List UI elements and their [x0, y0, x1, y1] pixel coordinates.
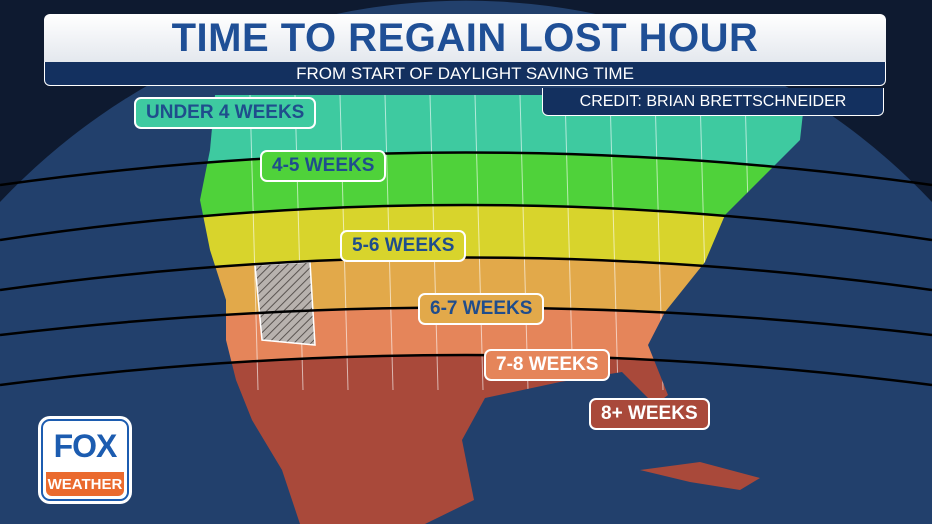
zone-band [200, 152, 805, 240]
zone-label-under-4-weeks: UNDER 4 WEEKS [134, 97, 317, 129]
zone-label-5-6-weeks: 5-6 WEEKS [340, 230, 467, 262]
logo-fox-text: FOX [53, 428, 118, 464]
zone-label-8-plus-weeks: 8+ WEEKS [589, 398, 710, 430]
zone-label-4-5-weeks: 4-5 WEEKS [260, 150, 387, 182]
fox-weather-logo: FOX WEATHER [38, 416, 132, 504]
zone-boundary-line [0, 353, 932, 387]
credit-banner: CREDIT: BRIAN BRETTSCHNEIDER [542, 88, 884, 116]
logo-weather-text: WEATHER [46, 472, 124, 496]
zone-label-7-8-weeks: 7-8 WEEKS [484, 349, 611, 381]
arizona-no-dst [254, 261, 316, 346]
title-banner: TIME TO REGAIN LOST HOUR [44, 14, 886, 62]
credit-text: CREDIT: BRIAN BRETTSCHNEIDER [579, 92, 847, 110]
zone-boundary-line [0, 256, 932, 292]
subtitle: FROM START OF DAYLIGHT SAVING TIME [296, 63, 634, 83]
border-line [609, 95, 619, 391]
border-line [564, 95, 574, 391]
border-line [519, 95, 529, 391]
subtitle-banner: FROM START OF DAYLIGHT SAVING TIME [44, 62, 886, 86]
zone-boundary-line [0, 151, 932, 187]
zone-boundary-line [0, 203, 932, 242]
zone-band [200, 95, 805, 185]
zone-label-6-7-weeks: 6-7 WEEKS [418, 293, 545, 325]
page-title: TIME TO REGAIN LOST HOUR [171, 15, 759, 60]
border-line [474, 95, 484, 391]
border-line [249, 95, 259, 391]
